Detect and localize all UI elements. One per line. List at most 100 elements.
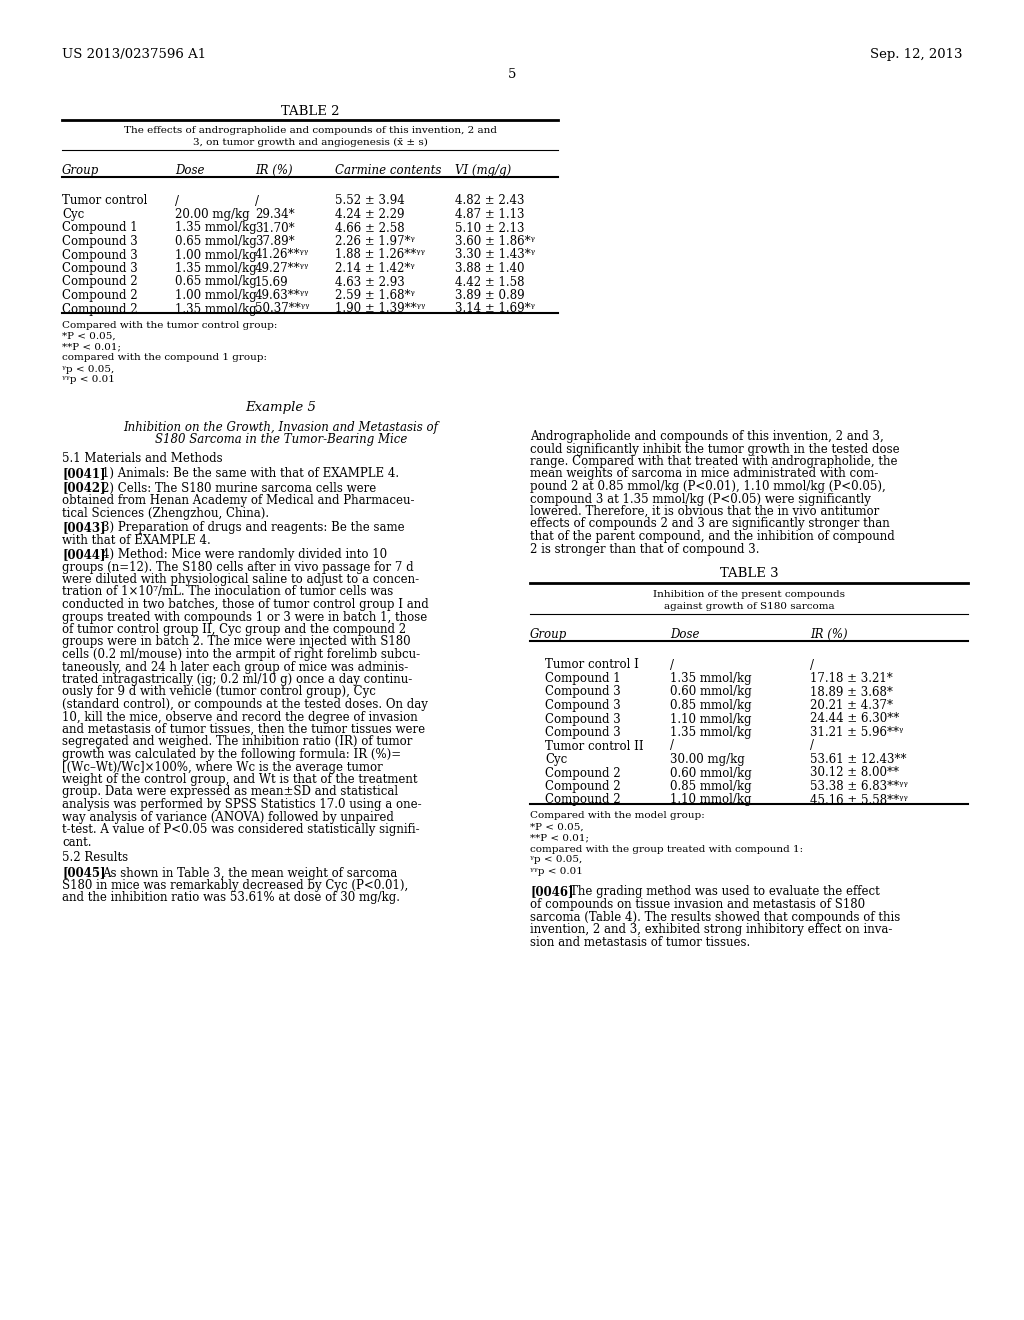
Text: were diluted with physiological saline to adjust to a concen-: were diluted with physiological saline t… xyxy=(62,573,419,586)
Text: IR (%): IR (%) xyxy=(255,164,293,177)
Text: Compound 2: Compound 2 xyxy=(545,767,621,780)
Text: Compound 1: Compound 1 xyxy=(545,672,621,685)
Text: analysis was performed by SPSS Statistics 17.0 using a one-: analysis was performed by SPSS Statistic… xyxy=(62,799,422,810)
Text: 5.2 Results: 5.2 Results xyxy=(62,851,128,865)
Text: trated intragastrically (ig; 0.2 ml/10 g) once a day continu-: trated intragastrically (ig; 0.2 ml/10 g… xyxy=(62,673,413,686)
Text: groups treated with compounds 1 or 3 were in batch 1, those: groups treated with compounds 1 or 3 wer… xyxy=(62,610,427,623)
Text: 3.89 ± 0.89: 3.89 ± 0.89 xyxy=(455,289,524,302)
Text: 3) Preparation of drugs and reagents: Be the same: 3) Preparation of drugs and reagents: Be… xyxy=(102,521,404,535)
Text: 49.63**ᵞᵞ: 49.63**ᵞᵞ xyxy=(255,289,309,302)
Text: US 2013/0237596 A1: US 2013/0237596 A1 xyxy=(62,48,206,61)
Text: [0046]: [0046] xyxy=(530,886,573,899)
Text: /: / xyxy=(255,194,259,207)
Text: and metastasis of tumor tissues, then the tumor tissues were: and metastasis of tumor tissues, then th… xyxy=(62,723,425,737)
Text: /: / xyxy=(670,739,674,752)
Text: 0.65 mmol/kg: 0.65 mmol/kg xyxy=(175,276,257,289)
Text: tical Sciences (Zhengzhou, China).: tical Sciences (Zhengzhou, China). xyxy=(62,507,269,520)
Text: As shown in Table 3, the mean weight of sarcoma: As shown in Table 3, the mean weight of … xyxy=(102,866,397,879)
Text: S180 in mice was remarkably decreased by Cyc (P<0.01),: S180 in mice was remarkably decreased by… xyxy=(62,879,409,892)
Text: sion and metastasis of tumor tissues.: sion and metastasis of tumor tissues. xyxy=(530,936,751,949)
Text: The effects of andrographolide and compounds of this invention, 2 and: The effects of andrographolide and compo… xyxy=(124,125,497,135)
Text: 49.27**ᵞᵞ: 49.27**ᵞᵞ xyxy=(255,261,309,275)
Text: 0.85 mmol/kg: 0.85 mmol/kg xyxy=(670,700,752,711)
Text: 2) Cells: The S180 murine sarcoma cells were: 2) Cells: The S180 murine sarcoma cells … xyxy=(102,482,376,495)
Text: Dose: Dose xyxy=(670,628,699,642)
Text: Tumor control: Tumor control xyxy=(62,194,147,207)
Text: effects of compounds 2 and 3 are significantly stronger than: effects of compounds 2 and 3 are signifi… xyxy=(530,517,890,531)
Text: ously for 9 d with vehicle (tumor control group), Cyc: ously for 9 d with vehicle (tumor contro… xyxy=(62,685,376,698)
Text: Compound 2: Compound 2 xyxy=(545,793,621,807)
Text: against growth of S180 sarcoma: against growth of S180 sarcoma xyxy=(664,602,835,611)
Text: (standard control), or compounds at the tested doses. On day: (standard control), or compounds at the … xyxy=(62,698,428,711)
Text: Group: Group xyxy=(530,628,567,642)
Text: S180 Sarcoma in the Tumor-Bearing Mice: S180 Sarcoma in the Tumor-Bearing Mice xyxy=(155,433,408,446)
Text: ᵞp < 0.05,: ᵞp < 0.05, xyxy=(62,364,115,374)
Text: way analysis of variance (ANOVA) followed by unpaired: way analysis of variance (ANOVA) followe… xyxy=(62,810,394,824)
Text: Compound 3: Compound 3 xyxy=(545,700,621,711)
Text: 5.1 Materials and Methods: 5.1 Materials and Methods xyxy=(62,451,222,465)
Text: 5.10 ± 2.13: 5.10 ± 2.13 xyxy=(455,222,524,235)
Text: 0.60 mmol/kg: 0.60 mmol/kg xyxy=(670,685,752,698)
Text: tration of 1×10⁷/mL. The inoculation of tumor cells was: tration of 1×10⁷/mL. The inoculation of … xyxy=(62,586,393,598)
Text: invention, 2 and 3, exhibited strong inhibitory effect on inva-: invention, 2 and 3, exhibited strong inh… xyxy=(530,923,892,936)
Text: Compound 3: Compound 3 xyxy=(545,726,621,739)
Text: 24.44 ± 6.30**: 24.44 ± 6.30** xyxy=(810,713,899,726)
Text: t-test. A value of P<0.05 was considered statistically signifi-: t-test. A value of P<0.05 was considered… xyxy=(62,822,420,836)
Text: 50.37**ᵞᵞ: 50.37**ᵞᵞ xyxy=(255,302,309,315)
Text: Compound 2: Compound 2 xyxy=(545,780,621,793)
Text: 37.89*: 37.89* xyxy=(255,235,295,248)
Text: of tumor control group II, Cyc group and the compound 2: of tumor control group II, Cyc group and… xyxy=(62,623,407,636)
Text: 17.18 ± 3.21*: 17.18 ± 3.21* xyxy=(810,672,893,685)
Text: 3.88 ± 1.40: 3.88 ± 1.40 xyxy=(455,261,524,275)
Text: Compound 3: Compound 3 xyxy=(545,685,621,698)
Text: 2.26 ± 1.97*ᵞ: 2.26 ± 1.97*ᵞ xyxy=(335,235,415,248)
Text: compound 3 at 1.35 mmol/kg (P<0.05) were significantly: compound 3 at 1.35 mmol/kg (P<0.05) were… xyxy=(530,492,870,506)
Text: 30.00 mg/kg: 30.00 mg/kg xyxy=(670,752,744,766)
Text: 4.66 ± 2.58: 4.66 ± 2.58 xyxy=(335,222,404,235)
Text: 18.89 ± 3.68*: 18.89 ± 3.68* xyxy=(810,685,893,698)
Text: 30.12 ± 8.00**: 30.12 ± 8.00** xyxy=(810,767,899,780)
Text: lowered. Therefore, it is obvious that the in vivo antitumor: lowered. Therefore, it is obvious that t… xyxy=(530,506,880,517)
Text: Sep. 12, 2013: Sep. 12, 2013 xyxy=(869,48,962,61)
Text: that of the parent compound, and the inhibition of compound: that of the parent compound, and the inh… xyxy=(530,531,895,543)
Text: /: / xyxy=(670,659,674,672)
Text: Compound 3: Compound 3 xyxy=(545,713,621,726)
Text: 4.82 ± 2.43: 4.82 ± 2.43 xyxy=(455,194,524,207)
Text: 2.14 ± 1.42*ᵞ: 2.14 ± 1.42*ᵞ xyxy=(335,261,415,275)
Text: VI (mg/g): VI (mg/g) xyxy=(455,164,511,177)
Text: 53.61 ± 12.43**: 53.61 ± 12.43** xyxy=(810,752,906,766)
Text: Compared with the tumor control group:: Compared with the tumor control group: xyxy=(62,321,278,330)
Text: 1.00 mmol/kg: 1.00 mmol/kg xyxy=(175,289,257,302)
Text: sarcoma (Table 4). The results showed that compounds of this: sarcoma (Table 4). The results showed th… xyxy=(530,911,900,924)
Text: 3.30 ± 1.43*ᵞ: 3.30 ± 1.43*ᵞ xyxy=(455,248,536,261)
Text: taneously, and 24 h later each group of mice was adminis-: taneously, and 24 h later each group of … xyxy=(62,660,409,673)
Text: Cyc: Cyc xyxy=(545,752,567,766)
Text: Tumor control II: Tumor control II xyxy=(545,739,644,752)
Text: ᵞp < 0.05,: ᵞp < 0.05, xyxy=(530,855,583,865)
Text: 4.63 ± 2.93: 4.63 ± 2.93 xyxy=(335,276,404,289)
Text: 1.00 mmol/kg: 1.00 mmol/kg xyxy=(175,248,257,261)
Text: *P < 0.05,: *P < 0.05, xyxy=(530,822,584,832)
Text: 0.60 mmol/kg: 0.60 mmol/kg xyxy=(670,767,752,780)
Text: of compounds on tissue invasion and metastasis of S180: of compounds on tissue invasion and meta… xyxy=(530,898,865,911)
Text: compared with the group treated with compound 1:: compared with the group treated with com… xyxy=(530,845,803,854)
Text: range. Compared with that treated with andrographolide, the: range. Compared with that treated with a… xyxy=(530,455,897,469)
Text: obtained from Henan Academy of Medical and Pharmaceu-: obtained from Henan Academy of Medical a… xyxy=(62,494,415,507)
Text: 31.70*: 31.70* xyxy=(255,222,295,235)
Text: Inhibition on the Growth, Invasion and Metastasis of: Inhibition on the Growth, Invasion and M… xyxy=(124,421,438,433)
Text: Cyc: Cyc xyxy=(62,209,84,220)
Text: Carmine contents: Carmine contents xyxy=(335,164,441,177)
Text: Compared with the model group:: Compared with the model group: xyxy=(530,812,705,821)
Text: 1.90 ± 1.39**ᵞᵞ: 1.90 ± 1.39**ᵞᵞ xyxy=(335,302,425,315)
Text: Compound 2: Compound 2 xyxy=(62,276,137,289)
Text: **P < 0.01;: **P < 0.01; xyxy=(530,833,589,842)
Text: 1.35 mmol/kg: 1.35 mmol/kg xyxy=(175,261,257,275)
Text: [0042]: [0042] xyxy=(62,482,105,495)
Text: 0.65 mmol/kg: 0.65 mmol/kg xyxy=(175,235,257,248)
Text: /: / xyxy=(175,194,179,207)
Text: 4.24 ± 2.29: 4.24 ± 2.29 xyxy=(335,209,404,220)
Text: and the inhibition ratio was 53.61% at dose of 30 mg/kg.: and the inhibition ratio was 53.61% at d… xyxy=(62,891,400,904)
Text: 1.35 mmol/kg: 1.35 mmol/kg xyxy=(670,726,752,739)
Text: cant.: cant. xyxy=(62,836,91,849)
Text: *P < 0.05,: *P < 0.05, xyxy=(62,331,116,341)
